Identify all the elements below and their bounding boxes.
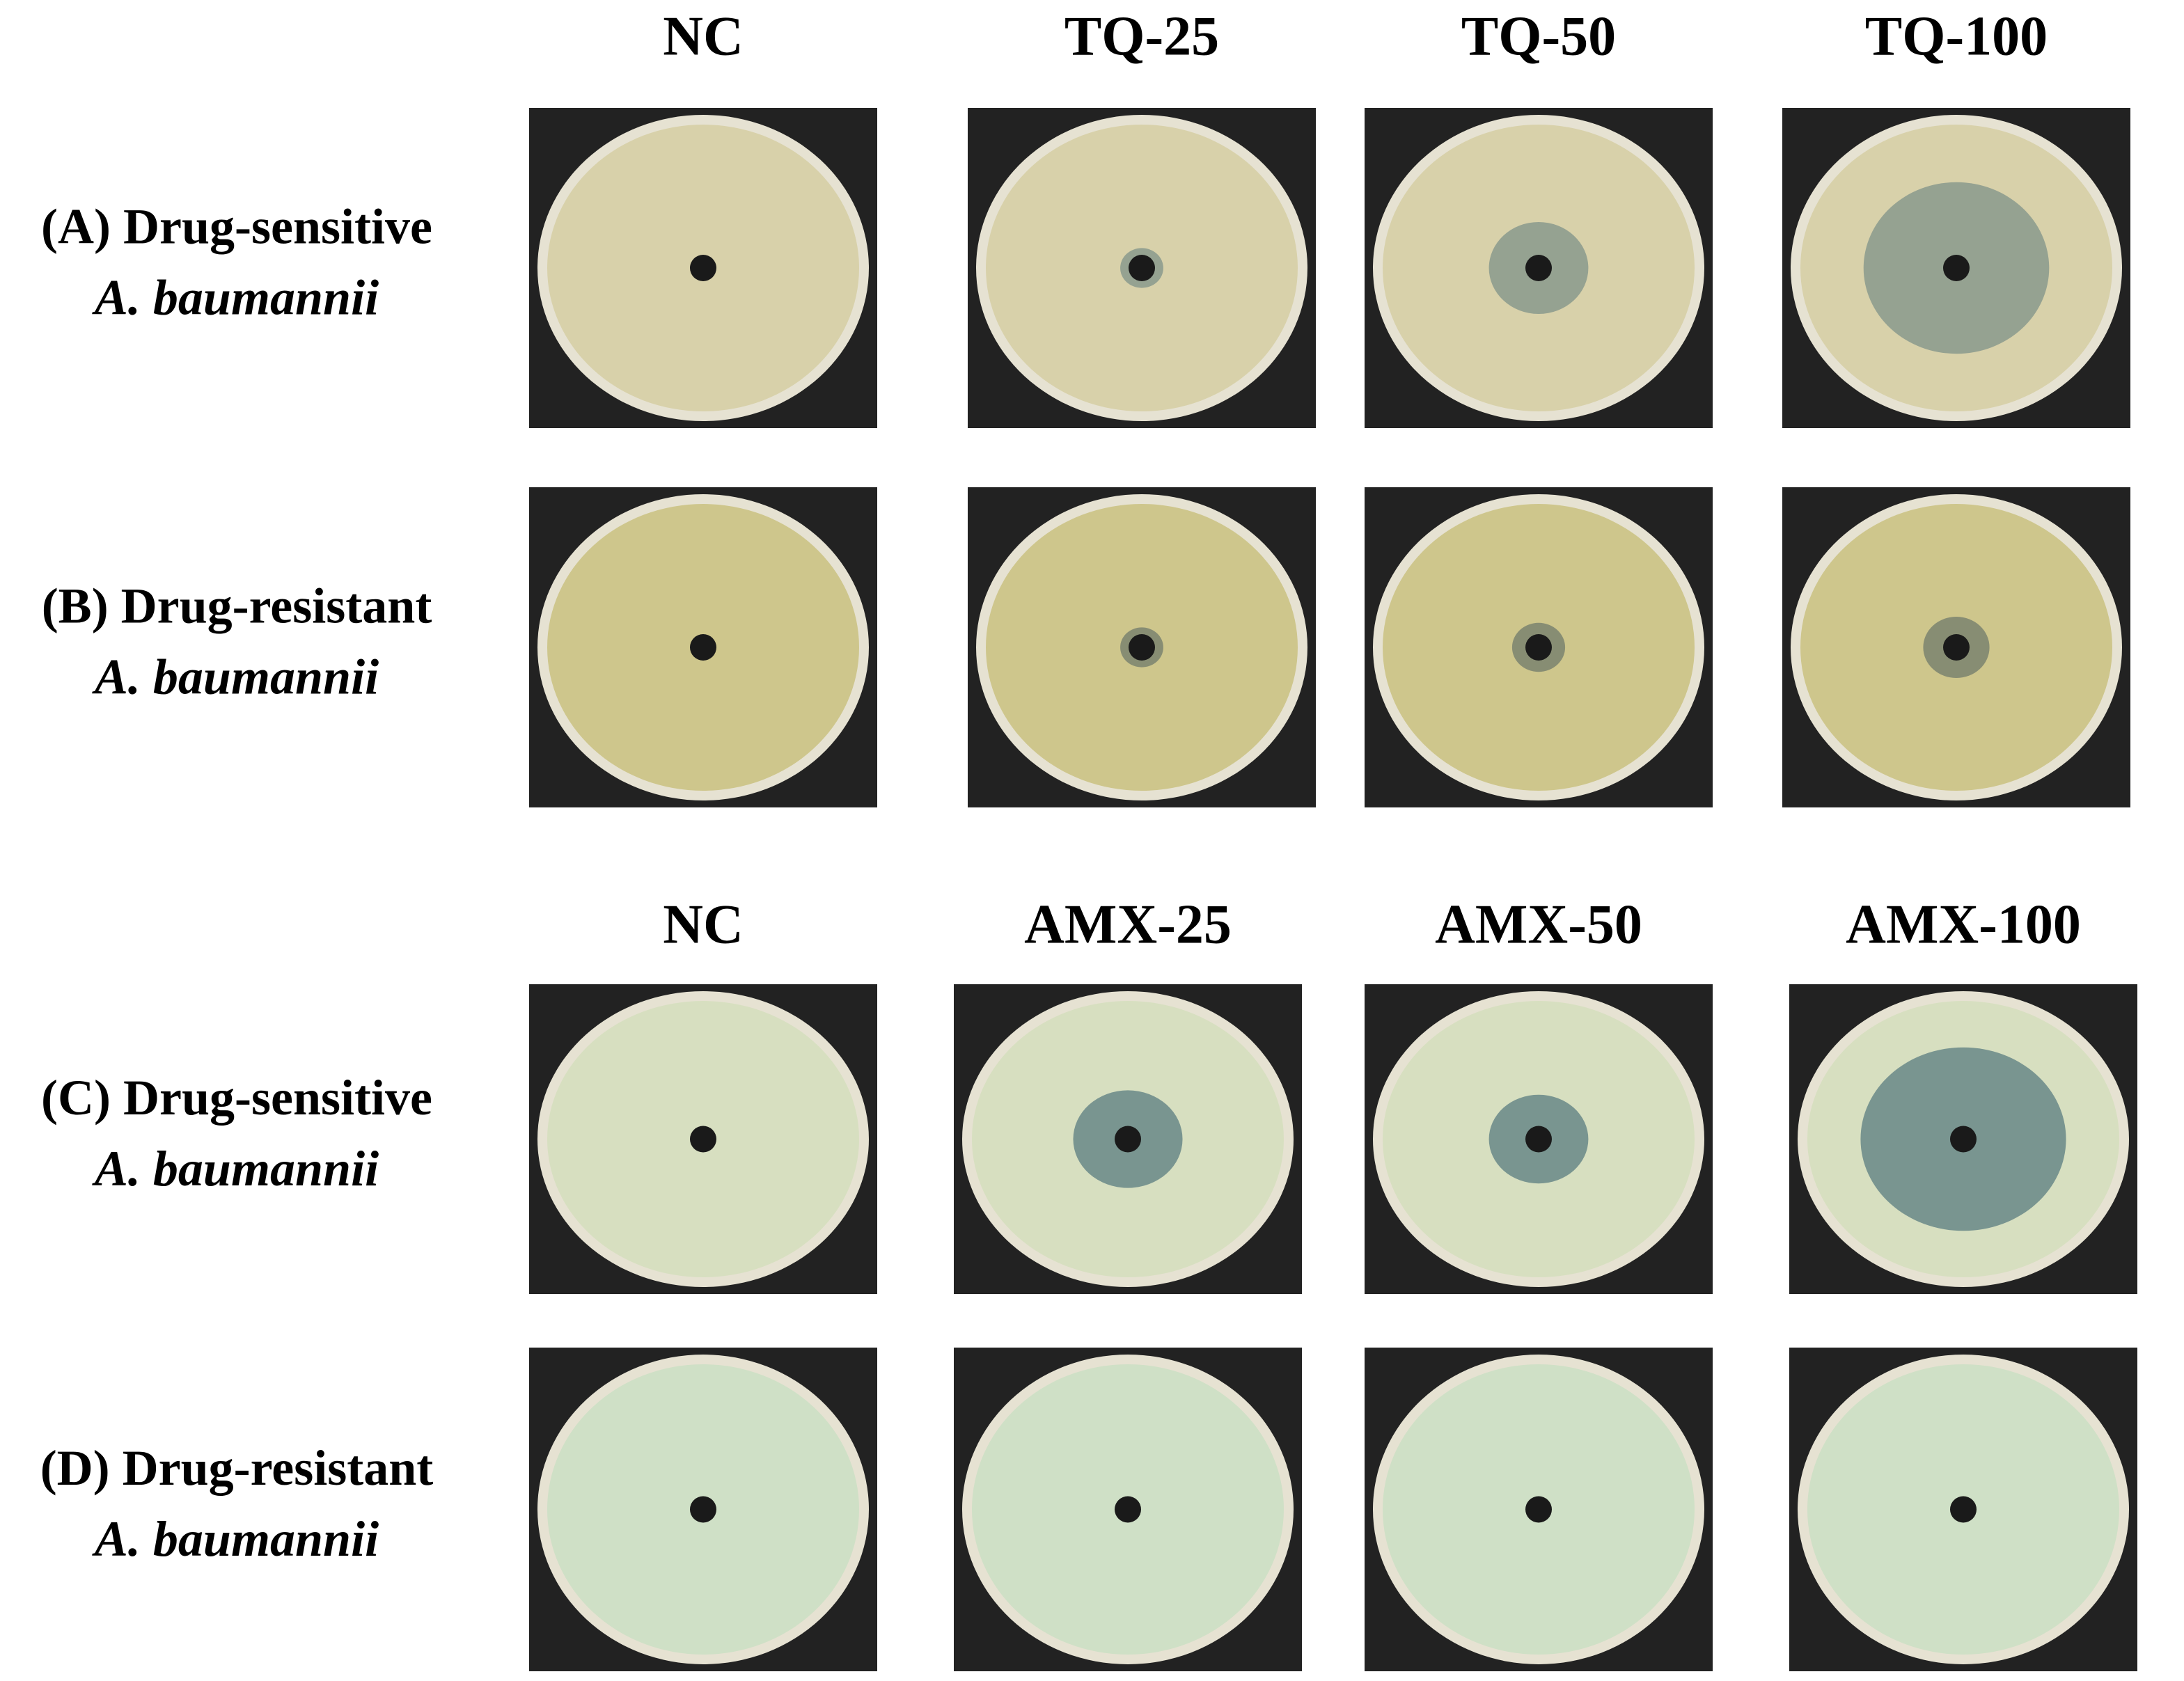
well [1129,255,1155,281]
well [1525,1126,1552,1153]
well [1525,634,1552,661]
plate-photo [1789,984,2137,1294]
well [1115,1496,1141,1523]
well [1129,634,1155,661]
column-header: TQ-50 [1461,6,1616,67]
row-label: (A) Drug-sensitive [41,199,432,255]
well [1950,1496,1977,1523]
plate-photo [954,1348,1302,1671]
well [690,1126,716,1153]
row-label: (C) Drug-sensitive [41,1070,432,1126]
organism-label: A. baumannii [92,1511,379,1567]
well [690,634,716,661]
column-header: TQ-25 [1064,6,1219,67]
organism-label: A. baumannii [92,649,379,705]
plate-photo [1789,1348,2137,1671]
plate-photo [954,984,1302,1294]
column-header: NC [663,6,744,67]
well [1525,255,1552,281]
plate-photo [968,108,1316,428]
plate-photo [1365,1348,1713,1671]
plate-photo [529,487,877,807]
well [1943,634,1970,661]
plate-photo [1365,984,1713,1294]
plate-photo [529,984,877,1294]
plate-photo [529,1348,877,1671]
well [1943,255,1970,281]
plate-photo [1782,487,2130,807]
column-header: AMX-50 [1435,894,1642,955]
plate-photo [1365,108,1713,428]
well [1950,1126,1977,1153]
column-header: TQ-100 [1865,6,2048,67]
plate-photo [968,487,1316,807]
column-header: AMX-25 [1024,894,1232,955]
organism-label: A. baumannii [92,270,379,326]
row-label: (B) Drug-resistant [42,578,432,634]
column-header: NC [663,894,744,955]
well [690,1496,716,1523]
row-label: (D) Drug-resistant [40,1440,434,1496]
plate-photo [1782,108,2130,428]
column-header: AMX-100 [1846,894,2081,955]
plate-photo [1365,487,1713,807]
well [690,255,716,281]
organism-label: A. baumannii [92,1141,379,1197]
well [1115,1126,1141,1153]
plate-photo [529,108,877,428]
well [1525,1496,1552,1523]
